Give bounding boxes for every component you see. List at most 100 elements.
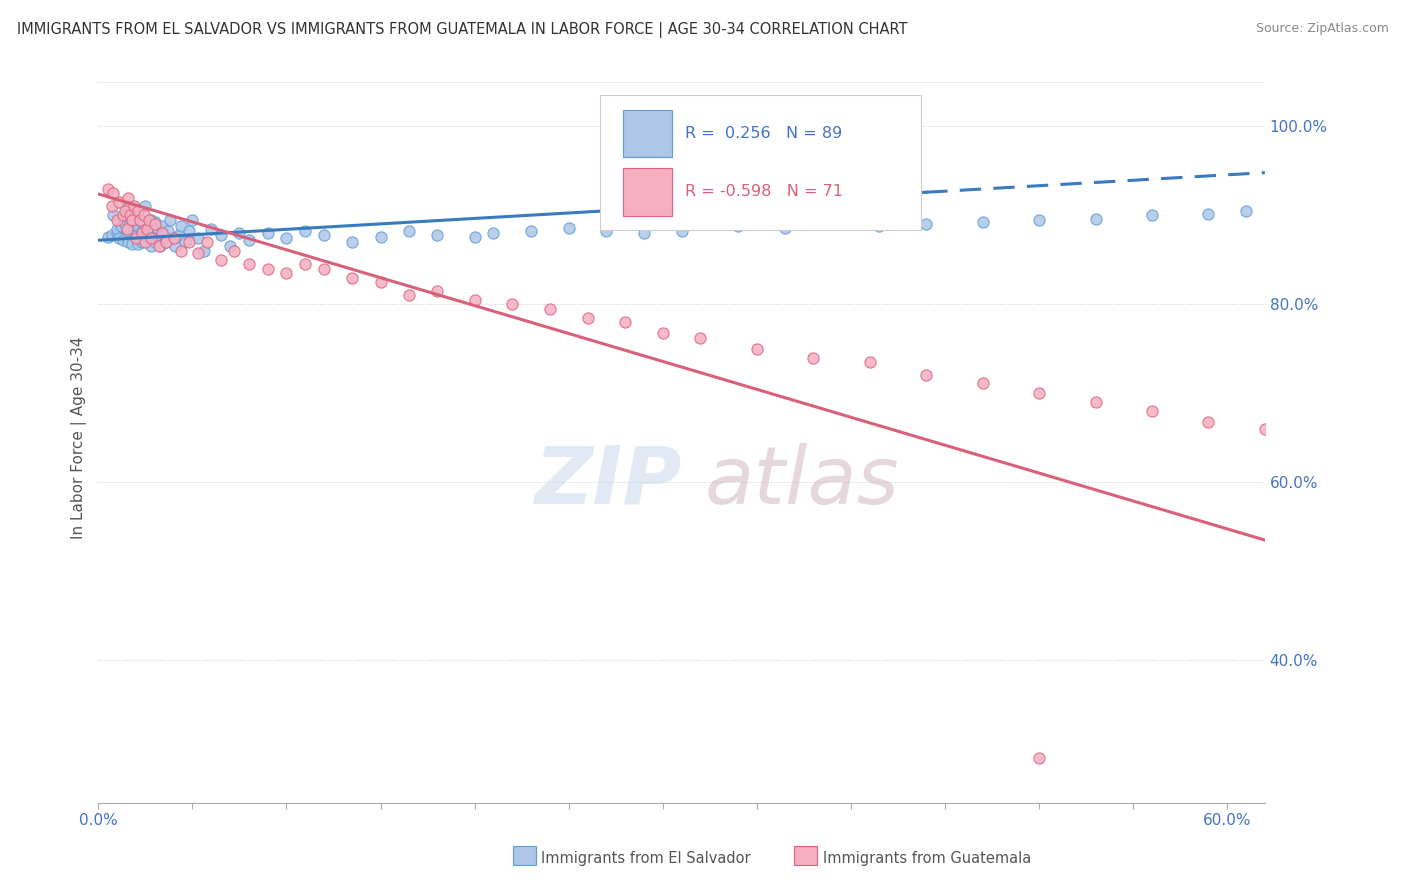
Point xyxy=(134,227,156,242)
Point xyxy=(342,270,364,285)
Point xyxy=(294,224,316,238)
Y-axis label: In Labor Force | Age 30-34: In Labor Force | Age 30-34 xyxy=(72,336,87,539)
Point xyxy=(122,199,145,213)
Text: R = -0.598   N = 71: R = -0.598 N = 71 xyxy=(685,185,844,200)
Point xyxy=(150,219,173,233)
Point xyxy=(256,226,278,240)
Point xyxy=(557,220,579,235)
Point xyxy=(1197,206,1219,220)
Point xyxy=(121,236,143,251)
Point xyxy=(111,208,134,222)
Point xyxy=(97,181,120,195)
Point xyxy=(115,199,138,213)
Point xyxy=(114,203,136,218)
Point xyxy=(105,226,128,240)
Point xyxy=(111,233,134,247)
Point xyxy=(482,226,505,240)
Point xyxy=(125,208,148,222)
Point xyxy=(114,217,136,231)
Point xyxy=(143,217,166,231)
Point xyxy=(128,212,150,227)
Point xyxy=(143,215,166,229)
Point xyxy=(143,235,166,249)
Point xyxy=(120,208,142,222)
Point xyxy=(859,355,882,369)
Point xyxy=(139,230,162,244)
Point xyxy=(464,229,486,244)
Point xyxy=(187,245,209,260)
Point xyxy=(115,221,138,235)
Point xyxy=(117,220,139,235)
Point xyxy=(209,252,232,267)
Point xyxy=(1140,208,1163,222)
Text: Immigrants from El Salvador: Immigrants from El Salvador xyxy=(541,851,751,865)
Point xyxy=(915,368,938,383)
Point xyxy=(121,212,143,227)
Point xyxy=(120,215,142,229)
Point xyxy=(122,222,145,236)
Point xyxy=(187,230,209,244)
Point xyxy=(128,230,150,244)
Point xyxy=(1084,211,1107,226)
Point xyxy=(238,257,260,271)
Point xyxy=(370,229,392,244)
Point xyxy=(131,235,153,249)
Point xyxy=(633,226,655,240)
Point xyxy=(110,219,132,233)
Point xyxy=(177,224,200,238)
Point xyxy=(149,239,172,253)
Point xyxy=(105,212,128,227)
Point xyxy=(139,212,162,227)
Point xyxy=(165,239,187,253)
Point xyxy=(115,224,138,238)
Point xyxy=(915,217,938,231)
Point xyxy=(238,233,260,247)
Point xyxy=(256,261,278,276)
Point xyxy=(1367,440,1389,454)
Point xyxy=(614,315,637,329)
Point xyxy=(181,212,204,227)
Point xyxy=(538,301,561,316)
Point xyxy=(100,199,122,213)
Point xyxy=(105,221,128,235)
Point xyxy=(128,212,150,227)
Point xyxy=(972,215,994,229)
Point xyxy=(727,219,749,233)
Point xyxy=(972,376,994,390)
Point xyxy=(1084,395,1107,409)
Point xyxy=(501,297,523,311)
Point xyxy=(1028,386,1050,401)
Point xyxy=(127,203,149,218)
Point xyxy=(177,235,200,249)
Point xyxy=(139,239,162,253)
Point xyxy=(193,244,215,258)
Point xyxy=(150,226,173,240)
Point xyxy=(197,235,219,249)
Point xyxy=(127,219,149,233)
Point xyxy=(131,224,153,238)
Point xyxy=(170,244,193,258)
Point xyxy=(132,208,155,222)
Point xyxy=(138,230,160,244)
Point xyxy=(155,235,177,249)
Point xyxy=(162,230,184,244)
Point xyxy=(200,221,222,235)
Point xyxy=(464,293,486,307)
Point xyxy=(127,236,149,251)
Point xyxy=(314,227,336,242)
Text: ZIP: ZIP xyxy=(534,442,682,521)
Point xyxy=(156,224,179,238)
Point xyxy=(1348,199,1371,213)
Point xyxy=(1197,415,1219,429)
Point xyxy=(159,212,181,227)
Point xyxy=(1254,422,1277,436)
Point xyxy=(228,226,250,240)
Point xyxy=(155,235,177,249)
Point xyxy=(134,199,156,213)
Point xyxy=(276,266,298,280)
Point xyxy=(103,186,125,200)
Point xyxy=(1028,751,1050,765)
Point xyxy=(1140,404,1163,418)
Point xyxy=(294,257,316,271)
Point xyxy=(145,220,167,235)
